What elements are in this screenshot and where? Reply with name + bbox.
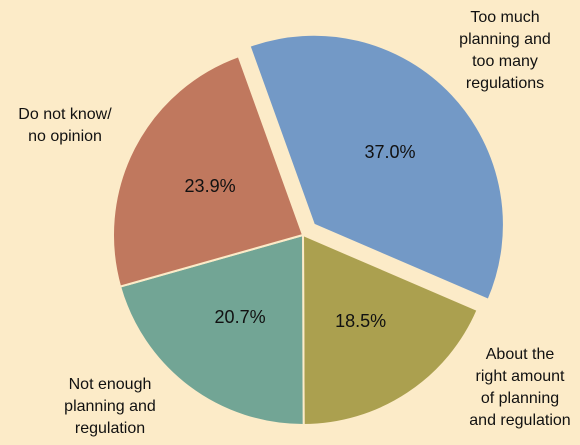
- category-label: too many: [472, 53, 538, 70]
- category-label: regulation: [75, 420, 145, 437]
- pie-slice: [112, 54, 305, 288]
- category-label: Too much: [470, 9, 539, 26]
- pie-slice: [118, 233, 305, 426]
- category-label: Do not know/: [18, 106, 112, 123]
- category-label: planning and: [64, 398, 156, 415]
- value-label: 20.7%: [215, 307, 266, 327]
- pie-slice: [301, 233, 479, 427]
- category-label: of planning: [481, 390, 559, 407]
- category-label: Not enough: [69, 376, 152, 393]
- value-label: 23.9%: [185, 176, 236, 196]
- pie-slice: [248, 33, 505, 302]
- category-label: planning and: [459, 31, 551, 48]
- category-label: no opinion: [28, 128, 102, 145]
- category-label: right amount: [476, 368, 565, 385]
- category-label: About the: [486, 346, 555, 363]
- category-label: regulations: [466, 75, 544, 92]
- category-label: and regulation: [469, 412, 570, 429]
- value-label: 37.0%: [364, 142, 415, 162]
- value-label: 18.5%: [335, 311, 386, 331]
